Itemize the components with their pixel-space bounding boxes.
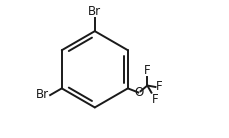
Text: Br: Br	[36, 88, 49, 101]
Text: F: F	[143, 64, 150, 77]
Text: F: F	[155, 80, 162, 93]
Text: F: F	[151, 93, 158, 106]
Text: Br: Br	[88, 5, 101, 18]
Text: O: O	[134, 86, 143, 99]
